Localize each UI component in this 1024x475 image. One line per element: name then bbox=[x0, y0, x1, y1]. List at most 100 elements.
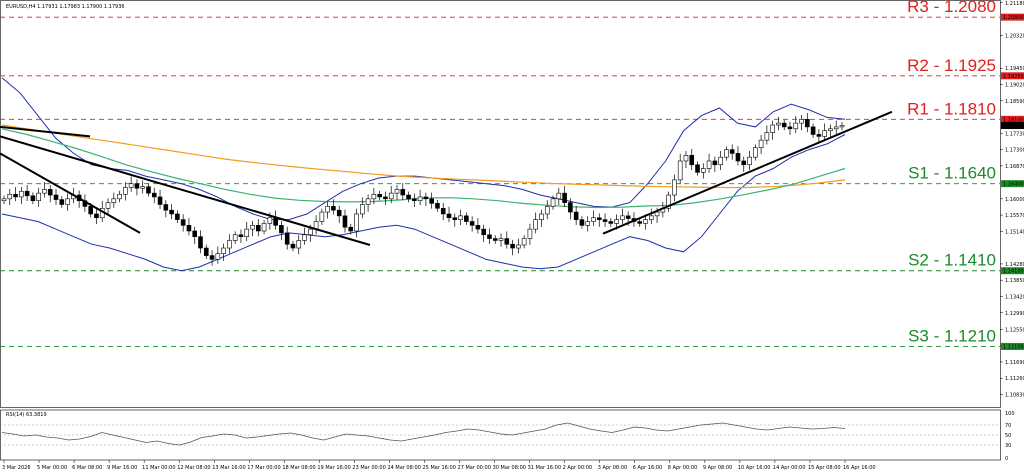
candle-body bbox=[53, 194, 59, 200]
price-tick-label: 1.16870 bbox=[1005, 164, 1024, 170]
ma-long-line bbox=[1, 124, 846, 189]
price-tag-box bbox=[1001, 180, 1024, 188]
price-axis: 1.21180 1.20320 1.19450 1.19020 1.18590 1.177… bbox=[1000, 1, 1024, 399]
price-tick-label: 1.15140 bbox=[1005, 229, 1024, 235]
price-tag-label: 1.18100 bbox=[1003, 117, 1024, 123]
level-label: R2 - 1.1925 bbox=[907, 56, 996, 75]
candle-body bbox=[151, 192, 157, 198]
candle-body bbox=[244, 228, 250, 237]
trendline-top-short bbox=[0, 125, 91, 138]
candle-body bbox=[203, 247, 209, 256]
candle-body bbox=[805, 119, 810, 128]
time-tick-label: 19 Mar 16:00 bbox=[317, 465, 350, 471]
level-labels: R3 - 1.2080 R2 - 1.1925 R1 - 1.1810 S1 - 1.… bbox=[907, 0, 996, 345]
candlesticks bbox=[1, 113, 845, 266]
rsi-level-label: 70 bbox=[1005, 423, 1011, 429]
candle-body bbox=[539, 213, 544, 220]
candle-body bbox=[13, 193, 18, 198]
candle-body bbox=[30, 195, 36, 202]
candle-body bbox=[573, 211, 579, 220]
candle-body bbox=[637, 221, 643, 224]
candle-body bbox=[394, 189, 400, 194]
rsi-line bbox=[1, 422, 846, 446]
candle-body bbox=[464, 215, 469, 222]
candle-body bbox=[348, 226, 354, 232]
candle-body bbox=[296, 240, 302, 249]
candle-body bbox=[764, 132, 770, 141]
candle-body bbox=[134, 183, 140, 189]
candle-body bbox=[498, 238, 504, 241]
candle-body bbox=[140, 186, 146, 189]
candle-body bbox=[672, 179, 677, 196]
candle-body bbox=[227, 240, 232, 249]
price-tick-label: 1.17730 bbox=[1005, 131, 1024, 137]
candle-body bbox=[354, 213, 359, 232]
time-tick-label: 6 Mar 08:00 bbox=[72, 465, 102, 471]
price-tick-label: 1.13420 bbox=[1005, 294, 1024, 300]
candle-body bbox=[267, 217, 273, 224]
candle-body bbox=[787, 126, 793, 130]
candle-body bbox=[417, 196, 423, 202]
candle-body bbox=[412, 198, 417, 202]
support-resistance-levels bbox=[0, 16, 1000, 347]
time-tick-label: 15 Apr 08:00 bbox=[808, 465, 841, 471]
candle-body bbox=[146, 186, 151, 194]
moving-averages bbox=[1, 124, 846, 209]
candle-body bbox=[568, 202, 573, 213]
candle-body bbox=[198, 236, 203, 249]
candle-body bbox=[302, 234, 307, 241]
symbol-header: EURUSD,H4 1.17931 1.17983 1.17900 1.1793… bbox=[6, 4, 125, 10]
candle-body bbox=[163, 204, 169, 211]
candle-body bbox=[261, 223, 267, 232]
candle-body bbox=[550, 198, 556, 207]
price-tag-label: 1.19250 bbox=[1003, 74, 1024, 80]
candle-body bbox=[250, 225, 255, 230]
candle-body bbox=[521, 238, 527, 246]
candle-body bbox=[42, 189, 47, 194]
candle-body bbox=[273, 217, 278, 226]
time-tick-label: 14 Apr 00:00 bbox=[773, 465, 806, 471]
trendline-steep bbox=[0, 152, 141, 234]
candle-body bbox=[325, 206, 330, 213]
candle-body bbox=[724, 149, 729, 158]
time-tick-label: 3 Apr 08:00 bbox=[598, 465, 627, 471]
candle-body bbox=[117, 193, 122, 200]
candle-body bbox=[718, 156, 723, 166]
candle-body bbox=[585, 221, 591, 226]
candle-body bbox=[458, 215, 463, 220]
candle-body bbox=[19, 190, 24, 198]
candle-body bbox=[579, 219, 585, 226]
time-tick-label: 12 Mar 08:00 bbox=[177, 465, 210, 471]
time-tick-label: 23 Mar 00:00 bbox=[352, 465, 385, 471]
level-label: S1 - 1.1640 bbox=[908, 164, 996, 183]
time-tick-label: 2 Apr 00:00 bbox=[563, 465, 592, 471]
level-label: S2 - 1.1410 bbox=[908, 251, 996, 270]
candle-body bbox=[643, 219, 648, 224]
candle-body bbox=[388, 192, 394, 200]
candle-body bbox=[47, 189, 53, 196]
candle-body bbox=[383, 196, 388, 200]
candle-body bbox=[400, 189, 406, 196]
candle-body bbox=[440, 207, 446, 215]
candle-body bbox=[1, 198, 7, 202]
candle-body bbox=[527, 228, 533, 239]
price-tick-label: 1.11690 bbox=[1005, 360, 1024, 366]
time-axis: 3 Mar 2026 5 Mar 00:00 6 Mar 08:00 9 Mar 16… bbox=[2, 460, 876, 471]
candle-body bbox=[544, 206, 550, 215]
price-tag-label: 1.14100 bbox=[1003, 269, 1024, 275]
time-tick-label: 16 Apr 16:00 bbox=[843, 465, 876, 471]
candle-body bbox=[602, 219, 608, 222]
candle-body bbox=[192, 230, 198, 237]
price-tick-label: 1.14280 bbox=[1005, 262, 1024, 268]
candle-body bbox=[677, 160, 683, 181]
candle-body bbox=[666, 194, 671, 209]
candle-body bbox=[741, 160, 747, 166]
candle-body bbox=[7, 193, 13, 200]
candle-body bbox=[712, 160, 718, 166]
candle-body bbox=[36, 192, 41, 202]
candle-body bbox=[169, 209, 174, 215]
time-tick-label: 17 Mar 00:00 bbox=[247, 465, 280, 471]
candle-body bbox=[683, 154, 689, 162]
candle-body bbox=[833, 126, 839, 130]
